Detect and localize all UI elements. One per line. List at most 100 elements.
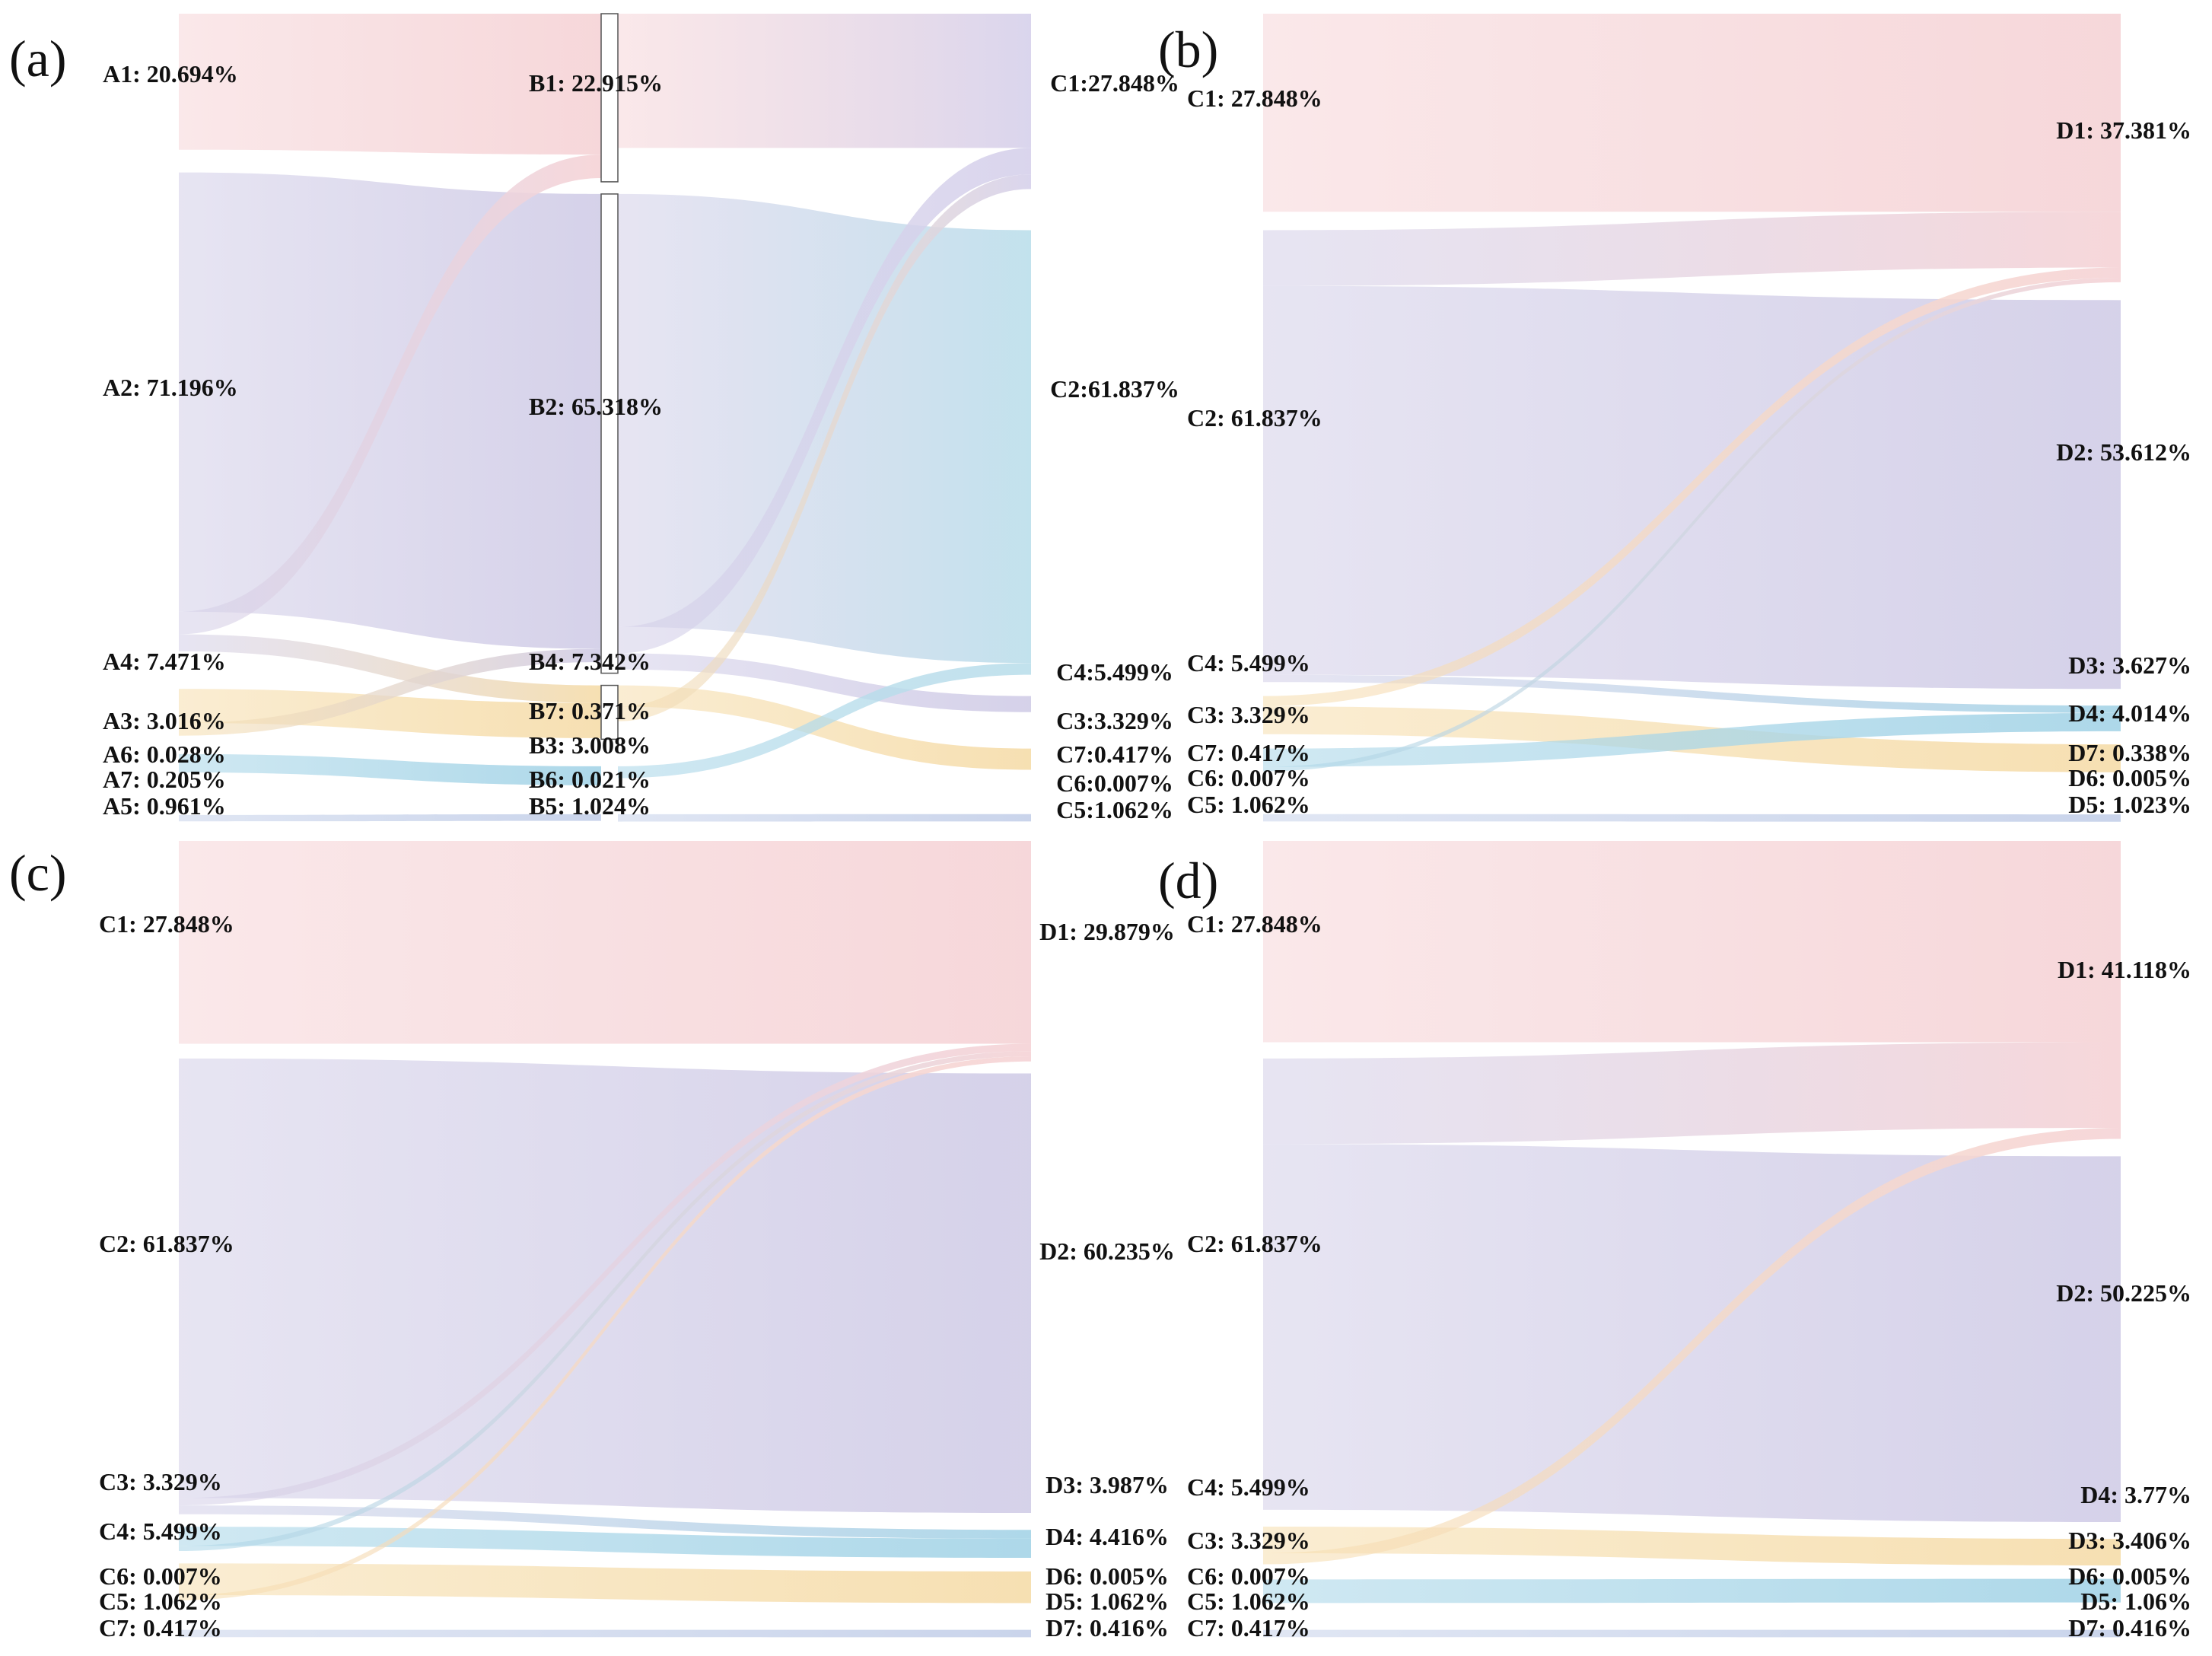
node-label: D2: 50.225% [2056, 1279, 2191, 1307]
node-label: D5: 1.023% [2068, 791, 2191, 818]
node-label: D5: 1.06% [2080, 1588, 2191, 1615]
node-label: C3: 3.329% [1187, 1527, 1310, 1554]
node-label: C3:3.329% [1056, 707, 1173, 734]
node-label: C7: 0.417% [99, 1614, 222, 1642]
node-label: A3: 3.016% [103, 707, 226, 734]
sankey-link [1263, 278, 2121, 772]
node-label: A7: 0.205% [103, 766, 226, 793]
node-label: C1: 27.848% [1187, 84, 1322, 112]
sankey-link [179, 14, 601, 155]
sankey-link [179, 1056, 1031, 1600]
node-label: D1: 29.879% [1039, 918, 1175, 945]
sankey-node-box [600, 13, 619, 183]
sankey-link [1263, 267, 2121, 707]
sankey-link [179, 1527, 1031, 1559]
sankey-link [618, 148, 1031, 654]
sankey-link [179, 172, 601, 649]
panel-letter: (b) [1158, 21, 1218, 78]
sankey-links [1263, 14, 2121, 822]
sankey-link [179, 1043, 1031, 1506]
node-label: C6: 0.007% [99, 1562, 222, 1590]
node-label: A4: 7.471% [103, 648, 226, 675]
sankey-link [618, 653, 1031, 712]
sankey-link [179, 1051, 1031, 1552]
node-label: C4: 5.499% [99, 1517, 222, 1545]
node-label: C3: 3.329% [1187, 701, 1310, 728]
node-label: C5:1.062% [1056, 796, 1173, 823]
sankey-link [1263, 1127, 2121, 1565]
sankey-link [1263, 1578, 2121, 1603]
sankey-link [179, 1058, 1031, 1514]
sankey-link [179, 1563, 1031, 1603]
sankey-link [618, 663, 1031, 779]
node-label: C4:5.499% [1056, 658, 1173, 686]
node-label: D6: 0.005% [2068, 1562, 2191, 1590]
sankey-link [179, 1505, 1031, 1539]
sankey-link [618, 685, 1031, 770]
sankey-link [179, 689, 601, 738]
node-label: C6:0.007% [1056, 769, 1173, 797]
sankey-link [618, 193, 1031, 664]
node-label: D3: 3.406% [2068, 1527, 2191, 1554]
node-label: C7: 0.417% [1187, 739, 1310, 766]
sankey-panel: (b) C1: 27.848% C2: 61.837% C4: 5.499% C3: 3… [1158, 14, 2191, 822]
node-label: D1: 37.381% [2056, 116, 2191, 144]
sankey-link [1263, 1042, 2121, 1145]
sankey-link [618, 14, 1031, 148]
node-label: A5: 0.961% [103, 792, 226, 820]
sankey-link [618, 814, 1031, 822]
node-label: D6: 0.005% [2068, 764, 2191, 791]
node-label: C2:61.837% [1050, 375, 1179, 403]
panel-letter: (c) [9, 844, 66, 902]
node-label: D2: 60.235% [1039, 1237, 1175, 1265]
node-label: C2: 61.837% [99, 1230, 234, 1257]
node-label: C4: 5.499% [1187, 649, 1310, 677]
node-label: A2: 71.196% [103, 374, 238, 401]
node-label: C5: 1.062% [1187, 791, 1310, 818]
sankey-links [179, 14, 1031, 822]
node-label: D2: 53.612% [2056, 438, 2191, 466]
sankey-links [1263, 841, 2121, 1638]
sankey-panel: (a) A1: 20.694% A2: 71.196% A4: 7.471% A3: 3… [9, 13, 1179, 823]
sankey-node-box [600, 684, 619, 740]
node-label: C2: 61.837% [1187, 404, 1322, 432]
sankey-node-box [600, 193, 619, 674]
sankey-link [179, 634, 601, 703]
node-label: C1: 27.848% [1187, 910, 1322, 938]
panel-letter: (a) [9, 30, 66, 88]
node-label: D3: 3.627% [2068, 651, 2191, 679]
sankey-link [179, 1629, 1031, 1638]
node-label: D7: 0.416% [1046, 1614, 1169, 1642]
node-label: C6: 0.007% [1187, 764, 1310, 791]
node-label: C6: 0.007% [1187, 1562, 1310, 1590]
sankey-links [179, 841, 1031, 1638]
node-label: B4: 7.342% [529, 648, 651, 675]
node-label: B7: 0.371% [529, 697, 651, 724]
node-label: D4: 3.77% [2080, 1481, 2191, 1508]
node-label: C5: 1.062% [99, 1588, 222, 1615]
sankey-link [1263, 1144, 2121, 1523]
sankey-panel: (c) C1: 27.848% C2: 61.837% C3: 3.329% C4: 5… [9, 841, 1175, 1642]
node-label: A1: 20.694% [103, 60, 238, 88]
sankey-link [1263, 674, 2121, 713]
node-label: D1: 41.118% [2058, 956, 2191, 983]
node-label: D4: 4.416% [1046, 1523, 1169, 1550]
panel-letter: (d) [1158, 852, 1218, 909]
node-label: C7: 0.417% [1187, 1614, 1310, 1642]
node-label: A6: 0.028% [103, 740, 226, 768]
sankey-link [1263, 212, 2121, 286]
sankey-link [179, 648, 601, 736]
sankey-link [1263, 14, 2121, 212]
node-label: C3: 3.329% [99, 1468, 222, 1495]
sankey-link [1263, 1527, 2121, 1565]
sankey-link [179, 753, 601, 785]
node-label: D7: 0.416% [2068, 1614, 2191, 1642]
node-label: B3: 3.008% [529, 731, 651, 759]
node-label: D5: 1.062% [1046, 1588, 1169, 1615]
sankey-link [1263, 712, 2121, 767]
node-label: D7: 0.338% [2068, 739, 2191, 766]
sankey-panel: (d)C1: 27.848% C2: 61.837% C4: 5.499% C3: 3… [1158, 841, 2191, 1642]
node-label: B2: 65.318% [529, 393, 663, 420]
node-label: D6: 0.005% [1046, 1562, 1169, 1590]
